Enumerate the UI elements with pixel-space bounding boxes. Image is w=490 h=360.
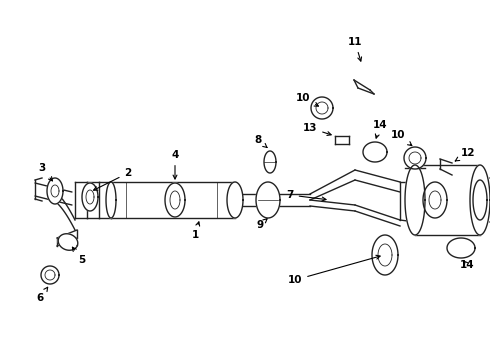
Polygon shape <box>106 182 116 218</box>
Polygon shape <box>363 142 387 162</box>
Polygon shape <box>227 182 243 218</box>
Text: 3: 3 <box>38 163 52 181</box>
Polygon shape <box>405 165 425 235</box>
Text: 2: 2 <box>94 168 132 190</box>
Text: 10: 10 <box>296 93 318 106</box>
Polygon shape <box>311 97 333 119</box>
Text: 8: 8 <box>254 135 267 148</box>
Text: 7: 7 <box>286 190 326 201</box>
Text: 14: 14 <box>373 120 387 138</box>
Polygon shape <box>470 165 490 235</box>
Text: 9: 9 <box>256 219 267 230</box>
Polygon shape <box>47 178 63 204</box>
Polygon shape <box>58 234 78 250</box>
Polygon shape <box>404 147 426 169</box>
Polygon shape <box>473 180 487 220</box>
Text: 14: 14 <box>460 260 474 270</box>
Text: 10: 10 <box>391 130 412 145</box>
Text: 4: 4 <box>172 150 179 179</box>
Polygon shape <box>264 151 276 173</box>
Text: 11: 11 <box>348 37 362 61</box>
Polygon shape <box>423 182 447 218</box>
Text: 1: 1 <box>192 222 199 240</box>
Polygon shape <box>41 266 59 284</box>
Text: 6: 6 <box>36 287 48 303</box>
Polygon shape <box>256 182 280 218</box>
Text: 10: 10 <box>288 255 380 285</box>
Polygon shape <box>372 235 398 275</box>
Polygon shape <box>447 238 475 258</box>
Polygon shape <box>165 183 185 217</box>
Text: 5: 5 <box>73 247 86 265</box>
Polygon shape <box>82 183 98 211</box>
Text: 12: 12 <box>455 148 475 161</box>
Text: 13: 13 <box>303 123 331 135</box>
